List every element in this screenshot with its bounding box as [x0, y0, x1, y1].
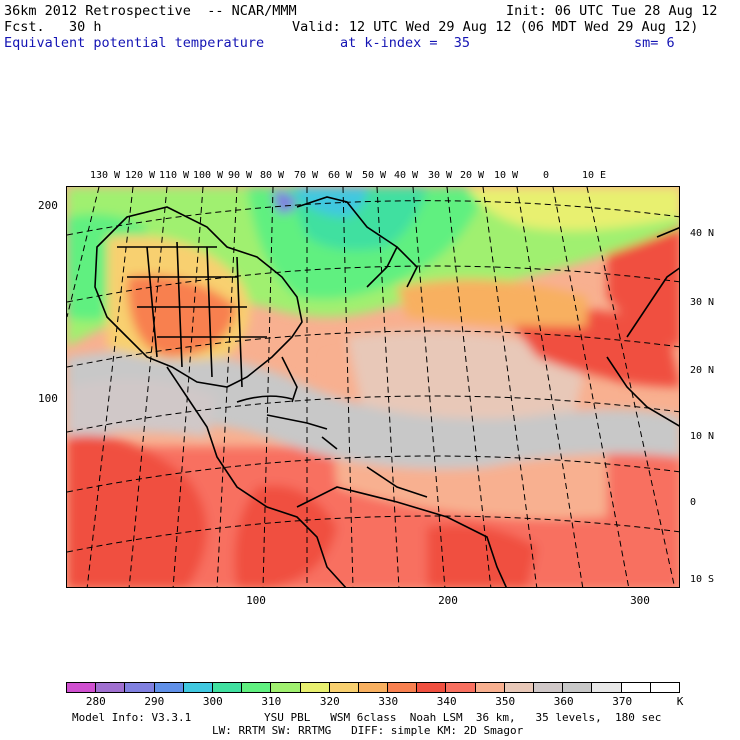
coastlines [94, 196, 679, 587]
colorbar-swatch [621, 683, 651, 692]
longitude-label: 50 W [361, 170, 387, 181]
colorbar-swatch [125, 683, 155, 692]
model-info: Model Info: V3.3.1 [72, 711, 192, 724]
colorbar-swatch [300, 683, 330, 692]
theta-e-field [67, 187, 679, 587]
longitude-label: 10 W [493, 170, 519, 181]
longitude-label: 0 [542, 170, 550, 181]
longitude-label: 40 W [393, 170, 419, 181]
colorbar-swatch [329, 683, 359, 692]
colorbar-swatch [446, 683, 476, 692]
longitude-label: 100 W [192, 170, 224, 181]
y-tick-label: 200 [38, 199, 58, 212]
colorbar-swatch [475, 683, 505, 692]
colorbar-swatch [388, 683, 418, 692]
colorbar-label: 320 [319, 695, 340, 708]
colorbar-swatch [212, 683, 243, 692]
colorbar-swatch [650, 683, 679, 692]
colorbar-label: 370 [612, 695, 633, 708]
longitude-label: 90 W [227, 170, 253, 181]
k-index-label: at k-index = 35 [340, 35, 471, 51]
colorbar-label: 280 [85, 695, 106, 708]
colorbar-swatch [504, 683, 534, 692]
init-time: Init: 06 UTC Tue 28 Aug 12 [506, 3, 718, 19]
longitude-label: 10 E [581, 170, 607, 181]
colorbar-label: 300 [202, 695, 223, 708]
longitude-label: 130 W [89, 170, 121, 181]
longitude-label: 80 W [259, 170, 285, 181]
colorbar-label: 360 [553, 695, 574, 708]
longitude-label: 20 W [459, 170, 485, 181]
colorbar-swatch [154, 683, 184, 692]
smoothing-label: sm= 6 [634, 35, 675, 51]
field-name: Equivalent potential temperature [4, 35, 265, 51]
longitude-label: 60 W [327, 170, 353, 181]
y-tick-label: 100 [38, 392, 58, 405]
colorbar-swatch [417, 683, 447, 692]
colorbar-swatch [592, 683, 622, 692]
colorbar-swatch [358, 683, 389, 692]
latitude-label: 20 N [690, 365, 715, 376]
colorbar-label: 340 [436, 695, 457, 708]
colorbar-swatch [563, 683, 593, 692]
colorbar-swatch [96, 683, 126, 692]
graticule [67, 187, 679, 587]
x-tick-label: 300 [630, 594, 650, 607]
longitude-label: 110 W [158, 170, 190, 181]
colorbar-swatch [271, 683, 301, 692]
colorbar-swatch [183, 683, 213, 692]
colorbar-swatch [534, 683, 564, 692]
latitude-label: 30 N [690, 297, 715, 308]
latitude-label: 40 N [690, 228, 715, 239]
x-tick-label: 200 [438, 594, 458, 607]
weather-map [66, 186, 680, 588]
colorbar-label: 290 [144, 695, 165, 708]
latitude-label: 10 S [690, 574, 715, 585]
model-title: 36km 2012 Retrospective -- NCAR/MMM [4, 3, 297, 19]
colorbar-swatch [242, 683, 272, 692]
colorbar-swatch [67, 683, 97, 692]
physics-info: YSU PBL WSM 6class Noah LSM 36 km, 35 le… [264, 711, 662, 724]
x-tick-label: 100 [246, 594, 266, 607]
longitude-label: 70 W [293, 170, 319, 181]
radiation-info: LW: RRTM SW: RRTMG DIFF: simple KM: 2D S… [212, 724, 524, 737]
colorbar-label: 350 [495, 695, 516, 708]
valid-time: Valid: 12 UTC Wed 29 Aug 12 (06 MDT Wed … [292, 19, 699, 35]
colorbar-label: 330 [378, 695, 399, 708]
colorbar-label: 310 [261, 695, 282, 708]
forecast-hour: Fcst. 30 h [4, 19, 102, 35]
longitude-label: 30 W [427, 170, 453, 181]
latitude-label: 0 [690, 497, 697, 508]
colorbar [66, 682, 680, 693]
colorbar-label: K [676, 695, 684, 708]
longitude-label: 120 W [124, 170, 156, 181]
latitude-label: 10 N [690, 431, 715, 442]
